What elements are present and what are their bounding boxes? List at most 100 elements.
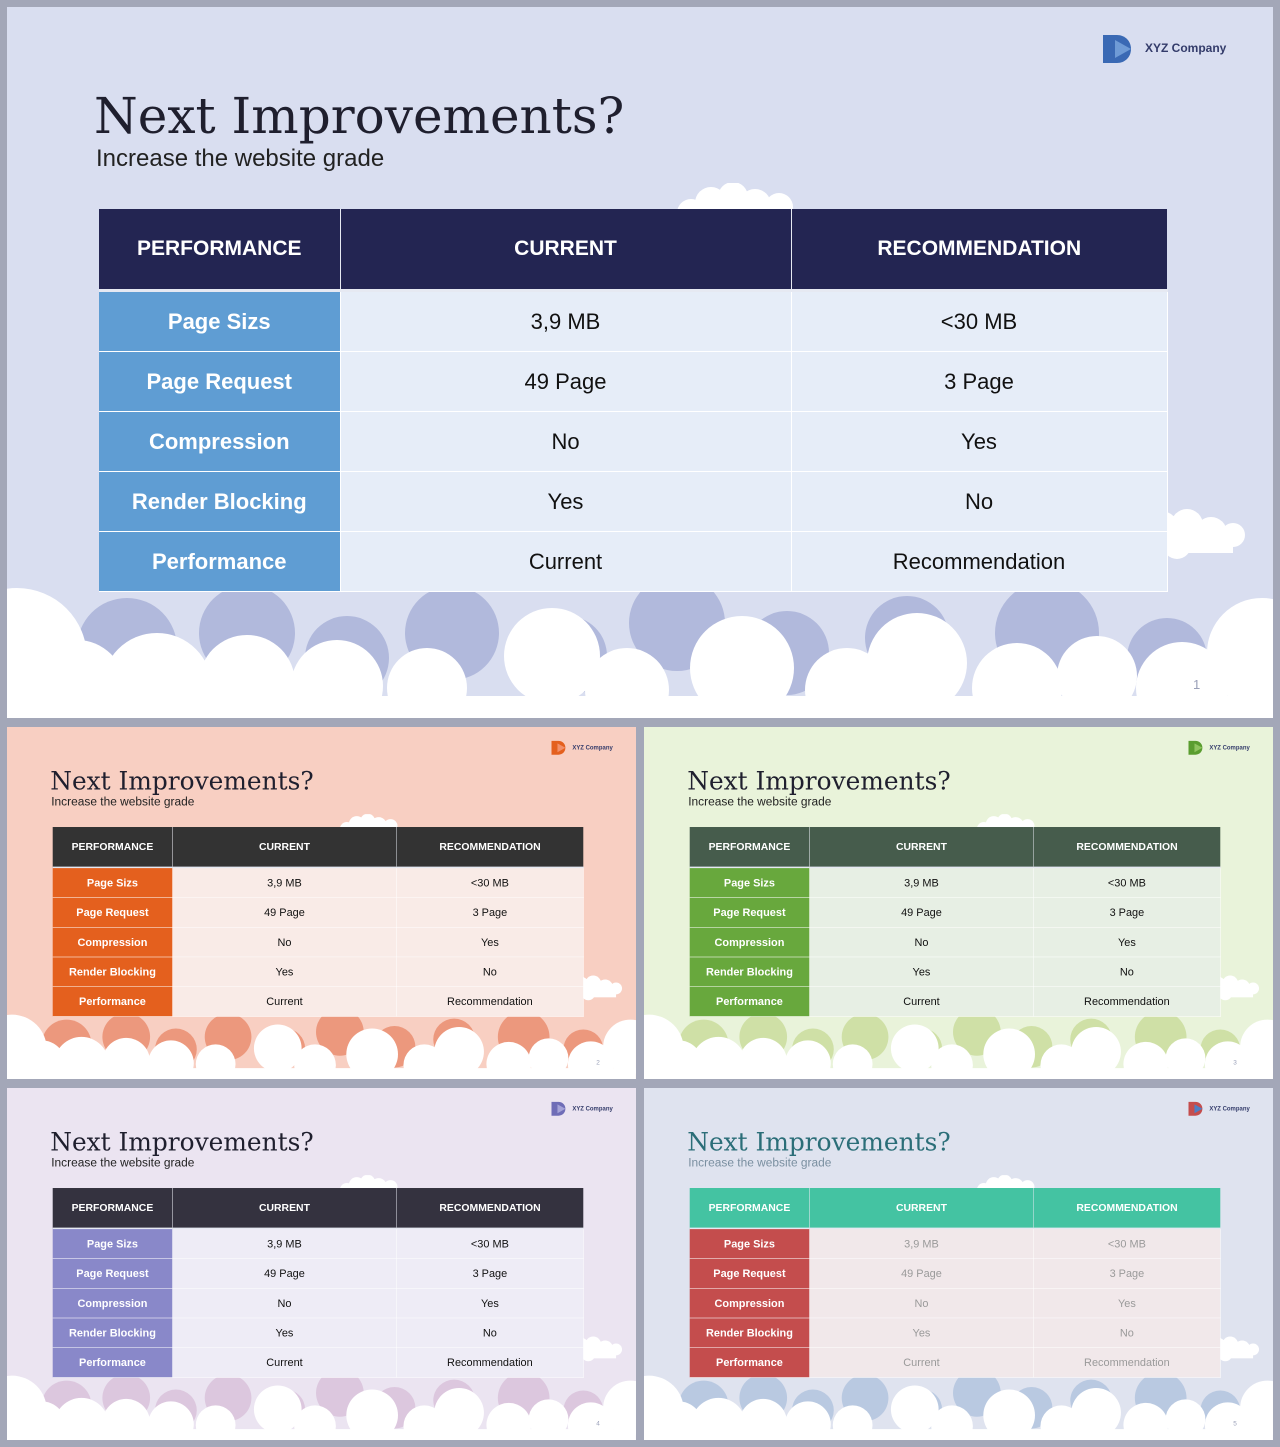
slide-5[interactable]: XYZ Company Next Improvements? Increase … [644, 1088, 1273, 1440]
table-header-row: PERFORMANCE CURRENT RECOMMENDATION [689, 827, 1221, 868]
recommendation-value: <30 MB [396, 866, 584, 898]
row-label: Performance [689, 986, 810, 1017]
company-logo: XYZ Company [1101, 33, 1241, 65]
slide-4[interactable]: XYZ Company Next Improvements? Increase … [7, 1088, 636, 1440]
row-label: Compression [689, 1288, 810, 1319]
current-value: Yes [172, 956, 397, 987]
current-value: 3,9 MB [809, 866, 1034, 898]
row-label: Render Blocking [52, 956, 173, 987]
company-name: XYZ Company [572, 743, 613, 751]
header-performance: PERFORMANCE [689, 827, 810, 868]
company-logo: XYZ Company [1187, 740, 1257, 756]
current-value: No [172, 1288, 397, 1319]
recommendation-value: No [1033, 956, 1221, 987]
company-name: XYZ Company [1209, 743, 1250, 751]
row-label: Compression [99, 411, 341, 472]
logo-icon [551, 1101, 566, 1116]
page-number: 5 [1233, 1419, 1237, 1428]
row-label: Performance [52, 986, 173, 1017]
slide-3[interactable]: XYZ Company Next Improvements? Increase … [644, 727, 1273, 1079]
row-label: Performance [689, 1347, 810, 1378]
logo-icon [551, 740, 566, 755]
current-value: Current [172, 1347, 397, 1378]
recommendation-value: Recommendation [396, 1347, 584, 1378]
company-logo: XYZ Company [550, 740, 620, 756]
header-current: CURRENT [809, 1188, 1034, 1229]
header-current: CURRENT [340, 209, 792, 291]
table-row: Page Request 49 Page 3 Page [99, 351, 1168, 412]
table-row: Page Request 49 Page 3 Page [52, 897, 584, 928]
slide-1[interactable]: XYZ Company Next Improvements? Increase … [7, 7, 1273, 718]
row-label: Page Sizs [52, 1227, 173, 1259]
header-performance: PERFORMANCE [689, 1188, 810, 1229]
table-row: Performance Current Recommendation [52, 1347, 584, 1378]
table-row: Compression No Yes [52, 1288, 584, 1319]
current-value: 3,9 MB [340, 289, 792, 352]
table-row: Compression No Yes [99, 411, 1168, 472]
current-value: 49 Page [809, 1258, 1034, 1289]
table-row: Page Sizs 3,9 MB <30 MB [99, 289, 1168, 352]
cloud-decoration [644, 1009, 1273, 1079]
row-label: Render Blocking [52, 1317, 173, 1348]
row-label: Performance [52, 1347, 173, 1378]
header-recommendation: RECOMMENDATION [791, 209, 1167, 291]
table-row: Page Sizs 3,9 MB <30 MB [52, 1227, 584, 1259]
table-row: Compression No Yes [52, 927, 584, 958]
slide-subtitle: Increase the website grade [51, 795, 195, 809]
current-value: 3,9 MB [172, 1227, 397, 1259]
current-value: Yes [809, 956, 1034, 987]
row-label: Page Request [689, 1258, 810, 1289]
table-header-row: PERFORMANCE CURRENT RECOMMENDATION [99, 209, 1167, 291]
slide-title: Next Improvements? [687, 766, 951, 796]
row-label: Page Sizs [52, 866, 173, 898]
row-label: Page Request [99, 351, 341, 412]
recommendation-value: Recommendation [396, 986, 584, 1017]
table-row: Render Blocking Yes No [689, 956, 1221, 987]
page-number: 4 [596, 1419, 600, 1428]
current-value: Yes [172, 1317, 397, 1348]
recommendation-value: No [791, 471, 1168, 532]
table-row: Page Request 49 Page 3 Page [689, 1258, 1221, 1289]
current-value: No [172, 927, 397, 958]
current-value: 3,9 MB [172, 866, 397, 898]
slide-title: Next Improvements? [50, 766, 314, 796]
row-label: Page Sizs [689, 866, 810, 898]
row-label: Page Sizs [99, 289, 341, 352]
slide-2[interactable]: XYZ Company Next Improvements? Increase … [7, 727, 636, 1079]
row-label: Page Request [52, 1258, 173, 1289]
header-current: CURRENT [172, 1188, 397, 1229]
current-value: Current [340, 531, 792, 592]
row-label: Render Blocking [689, 1317, 810, 1348]
current-value: No [340, 411, 792, 472]
performance-table: PERFORMANCE CURRENT RECOMMENDATION Page … [52, 827, 584, 1017]
logo-icon [1103, 35, 1131, 63]
logo-icon [1188, 740, 1203, 755]
header-recommendation: RECOMMENDATION [1033, 1188, 1221, 1229]
header-performance: PERFORMANCE [52, 1188, 173, 1229]
recommendation-value: 3 Page [396, 1258, 584, 1289]
header-recommendation: RECOMMENDATION [396, 1188, 584, 1229]
row-label: Page Sizs [689, 1227, 810, 1259]
current-value: Current [809, 986, 1034, 1017]
table-row: Page Sizs 3,9 MB <30 MB [689, 1227, 1221, 1259]
row-label: Render Blocking [689, 956, 810, 987]
recommendation-value: 3 Page [1033, 1258, 1221, 1289]
current-value: 3,9 MB [809, 1227, 1034, 1259]
table-row: Page Sizs 3,9 MB <30 MB [689, 866, 1221, 898]
company-logo: XYZ Company [550, 1101, 620, 1117]
recommendation-value: No [396, 956, 584, 987]
recommendation-value: Yes [1033, 1288, 1221, 1319]
row-label: Render Blocking [99, 471, 341, 532]
row-label: Compression [52, 927, 173, 958]
slide-subtitle: Increase the website grade [96, 145, 385, 172]
table-header-row: PERFORMANCE CURRENT RECOMMENDATION [52, 827, 584, 868]
current-value: 49 Page [172, 1258, 397, 1289]
performance-table: PERFORMANCE CURRENT RECOMMENDATION Page … [689, 1188, 1221, 1378]
company-name: XYZ Company [1145, 41, 1227, 55]
table-header-row: PERFORMANCE CURRENT RECOMMENDATION [52, 1188, 584, 1229]
page-number: 3 [1233, 1058, 1237, 1067]
recommendation-value: Recommendation [1033, 986, 1221, 1017]
header-performance: PERFORMANCE [52, 827, 173, 868]
table-row: Render Blocking Yes No [689, 1317, 1221, 1348]
performance-table: PERFORMANCE CURRENT RECOMMENDATION Page … [52, 1188, 584, 1378]
